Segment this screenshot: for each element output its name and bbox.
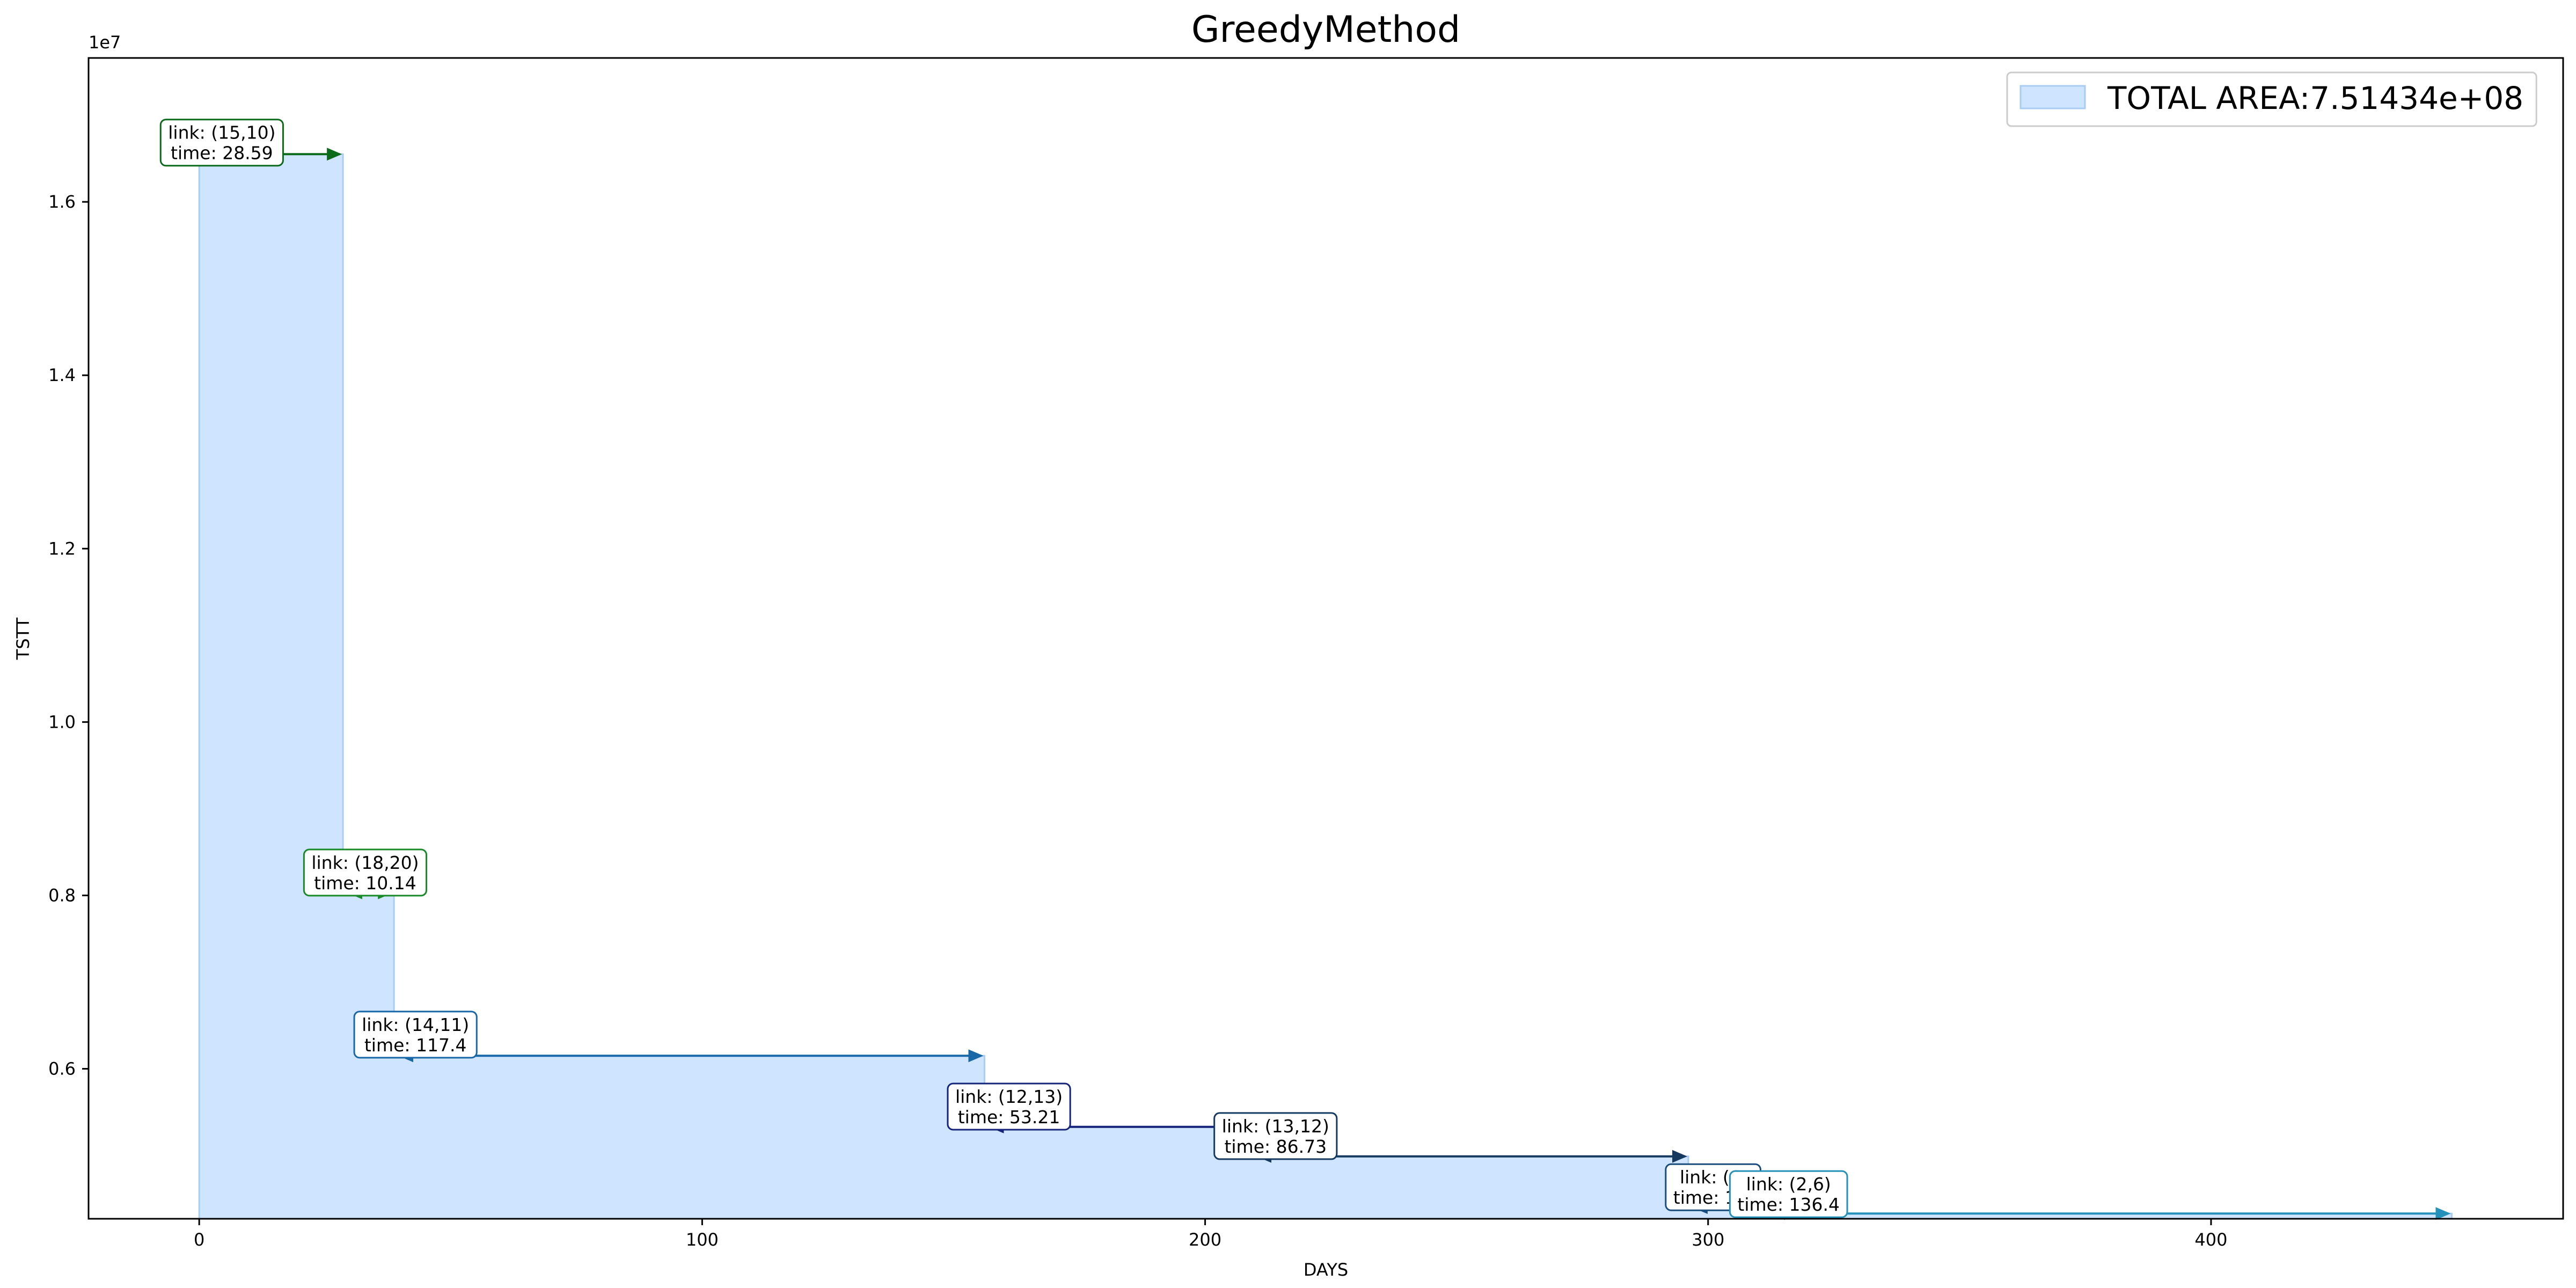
annotation-label: link: (13,12)time: 86.73 — [1213, 1112, 1338, 1160]
annotation-time-text: time: 86.73 — [1224, 1136, 1327, 1157]
annotation-label: link: (12,13)time: 53.21 — [947, 1082, 1071, 1131]
y-tick-label: 0.8 — [48, 885, 76, 905]
x-tick-label: 400 — [2194, 1230, 2227, 1250]
annotation-time-text: time: 28.59 — [171, 143, 273, 164]
plot-frame — [87, 57, 2564, 1220]
y-tick-label: 1.4 — [48, 365, 76, 385]
annotation-box — [1213, 1112, 1338, 1160]
annotation-label: link: (2,6)time: 136.4 — [1729, 1170, 1848, 1218]
annotation-link-text: link: (14,11) — [362, 1014, 469, 1035]
annotation-label: link: (15,10)time: 28.59 — [159, 119, 284, 167]
legend-box — [2006, 71, 2537, 127]
x-tick-label: 100 — [686, 1230, 719, 1250]
x-tick-label: 300 — [1692, 1230, 1724, 1250]
chart-title: GreedyMethod — [1191, 9, 1460, 51]
annotation-link-text: link: (18,20) — [311, 852, 419, 873]
annotation-time-text: time: 136.4 — [1737, 1194, 1840, 1215]
annotation-link-text: link: (13,12) — [1222, 1116, 1329, 1137]
annotation-label: link: (14,11)time: 117.4 — [353, 1011, 478, 1059]
annotation-time-text: time: 117.4 — [364, 1035, 467, 1056]
annotation-box — [353, 1011, 478, 1059]
y-tick-label: 1.0 — [48, 712, 76, 732]
y-tick-label: 0.6 — [48, 1059, 76, 1079]
annotation-box — [303, 848, 428, 897]
y-tick-label: 1.2 — [48, 538, 76, 559]
annotation-box — [159, 119, 284, 167]
x-tick-label: 200 — [1189, 1230, 1221, 1250]
annotation-link-text: link: (2,6) — [1746, 1174, 1831, 1195]
annotation-box — [1729, 1170, 1848, 1218]
y-tick-label: 1.6 — [48, 192, 76, 212]
annotation-time-text: time: 53.21 — [958, 1107, 1060, 1128]
legend-label: TOTAL AREA:7.51434e+08 — [2107, 80, 2523, 116]
x-tick-label: 0 — [194, 1230, 204, 1250]
annotation-label: link: (18,20)time: 10.14 — [303, 848, 428, 897]
annotation-box — [947, 1082, 1071, 1131]
y-axis-exponent: 1e7 — [89, 32, 121, 53]
y-axis-label: TSTT — [13, 617, 33, 660]
legend: TOTAL AREA:7.51434e+08 — [2006, 71, 2537, 127]
annotation-link-text: link: (15,10) — [168, 122, 275, 143]
legend-swatch — [2019, 85, 2086, 109]
tick-layer: 0 100 200 300 400 0.6 0.8 1.0 1.2 1.4 1.6 — [48, 192, 2227, 1250]
annotation-time-text: time: 10.14 — [314, 873, 416, 894]
x-axis-label: DAYS — [1304, 1260, 1348, 1280]
annotation-link-text: link: (12,13) — [955, 1086, 1063, 1107]
